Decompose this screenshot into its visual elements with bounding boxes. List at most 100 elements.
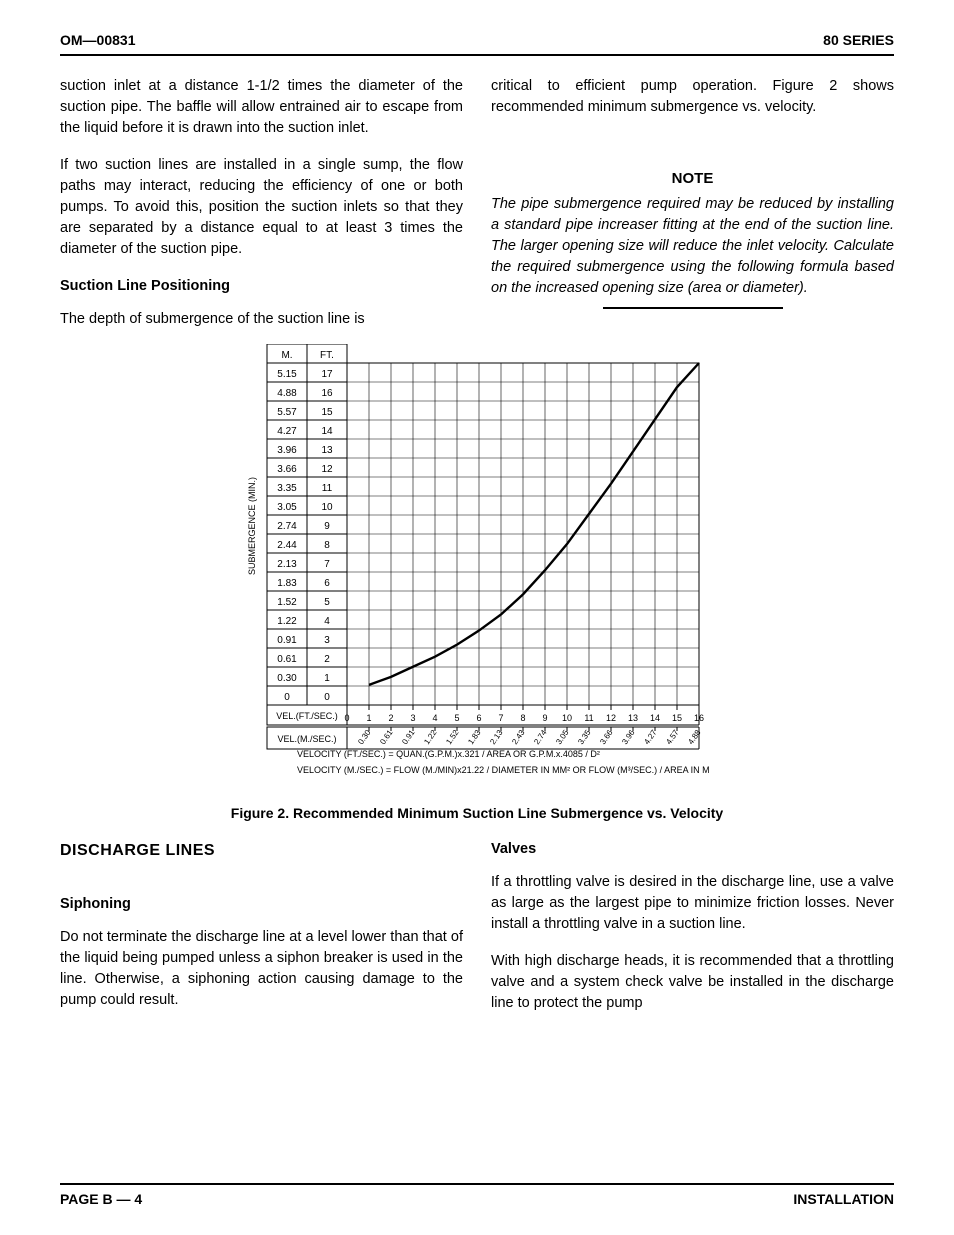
svg-text:3.35: 3.35	[576, 728, 593, 746]
svg-text:SUBMERGENCE (MIN.): SUBMERGENCE (MIN.)	[247, 477, 257, 575]
svg-text:3: 3	[324, 635, 330, 646]
svg-text:5: 5	[454, 713, 459, 723]
spacer	[491, 134, 894, 168]
svg-text:1.22: 1.22	[277, 616, 297, 627]
submergence-vs-velocity-chart: SUBMERGENCE (MIN.)M.FT.5.15174.88165.571…	[245, 344, 709, 795]
svg-text:2.74: 2.74	[277, 521, 297, 532]
svg-text:2.13: 2.13	[488, 728, 505, 746]
svg-text:1.83: 1.83	[277, 578, 297, 589]
svg-text:5.15: 5.15	[277, 369, 297, 380]
svg-text:2.74: 2.74	[532, 728, 549, 746]
svg-text:1: 1	[324, 673, 330, 684]
svg-text:3.66: 3.66	[598, 728, 615, 746]
heading-discharge-lines: DISCHARGE LINES	[60, 839, 463, 862]
svg-text:0: 0	[324, 692, 330, 703]
svg-text:1.22: 1.22	[422, 728, 439, 746]
svg-text:2.43: 2.43	[510, 728, 527, 746]
figure-2: SUBMERGENCE (MIN.)M.FT.5.15174.88165.571…	[60, 344, 894, 821]
svg-text:1.83: 1.83	[466, 728, 483, 746]
lower-columns: DISCHARGE LINES Siphoning Do not termina…	[60, 839, 894, 1029]
svg-text:0.61: 0.61	[378, 728, 395, 746]
svg-text:12: 12	[606, 713, 616, 723]
svg-text:5.57: 5.57	[277, 407, 297, 418]
svg-text:9: 9	[542, 713, 547, 723]
svg-text:10: 10	[321, 502, 333, 513]
svg-text:3.05: 3.05	[277, 502, 297, 513]
svg-text:2: 2	[324, 654, 330, 665]
svg-text:M.: M.	[281, 350, 292, 361]
svg-text:2.13: 2.13	[277, 559, 297, 570]
svg-text:7: 7	[324, 559, 330, 570]
svg-text:1: 1	[366, 713, 371, 723]
svg-text:11: 11	[584, 713, 593, 723]
note-body: The pipe submergence required may be red…	[491, 194, 894, 299]
footer-left: PAGE B — 4	[60, 1191, 142, 1207]
heading-valves: Valves	[491, 839, 894, 860]
svg-text:0.91: 0.91	[400, 728, 417, 746]
svg-text:VEL.(FT./SEC.): VEL.(FT./SEC.)	[276, 711, 338, 721]
para-suction-inlet: suction inlet at a distance 1-1/2 times …	[60, 76, 463, 139]
svg-text:12: 12	[321, 464, 333, 475]
svg-text:6: 6	[476, 713, 481, 723]
svg-text:17: 17	[321, 369, 333, 380]
svg-text:2.44: 2.44	[277, 540, 297, 551]
svg-text:14: 14	[650, 713, 660, 723]
svg-text:VELOCITY (FT./SEC.) = QUAN.(G: VELOCITY (FT./SEC.) = QUAN.(G.P.M.)x.321…	[297, 749, 600, 759]
svg-text:4: 4	[432, 713, 437, 723]
para-throttling-valve: If a throttling valve is desired in the …	[491, 872, 894, 935]
svg-text:0: 0	[284, 692, 290, 703]
svg-text:16: 16	[321, 388, 333, 399]
svg-text:4.88: 4.88	[277, 388, 297, 399]
svg-text:FT.: FT.	[320, 350, 334, 361]
para-siphoning: Do not terminate the discharge line at a…	[60, 927, 463, 1011]
svg-text:13: 13	[628, 713, 638, 723]
footer-right: INSTALLATION	[793, 1191, 894, 1207]
svg-text:3.96: 3.96	[277, 445, 297, 456]
svg-text:0.91: 0.91	[277, 635, 297, 646]
svg-text:0.30: 0.30	[277, 673, 297, 684]
svg-text:15: 15	[321, 407, 333, 418]
svg-text:1.52: 1.52	[277, 597, 297, 608]
heading-suction-line-positioning: Suction Line Positioning	[60, 276, 463, 297]
svg-text:8: 8	[324, 540, 330, 551]
svg-text:4.57: 4.57	[664, 728, 681, 746]
svg-text:10: 10	[562, 713, 572, 723]
svg-text:7: 7	[498, 713, 503, 723]
svg-text:VEL.(M./SEC.): VEL.(M./SEC.)	[277, 734, 336, 744]
svg-text:0.61: 0.61	[277, 654, 297, 665]
page-header: OM—00831 80 SERIES	[60, 32, 894, 56]
svg-text:5: 5	[324, 597, 330, 608]
para-depth-submergence-lead: The depth of submergence of the suction …	[60, 309, 463, 330]
svg-text:6: 6	[324, 578, 330, 589]
svg-text:3.35: 3.35	[277, 483, 297, 494]
heading-siphoning: Siphoning	[60, 894, 463, 915]
svg-text:9: 9	[324, 521, 330, 532]
para-high-discharge-heads: With high discharge heads, it is recomme…	[491, 951, 894, 1014]
svg-text:4.88: 4.88	[686, 728, 703, 746]
svg-text:VELOCITY (M./SEC.) = FLOW (M.: VELOCITY (M./SEC.) = FLOW (M./MIN)x21.22…	[297, 765, 709, 775]
svg-text:0.30: 0.30	[356, 728, 373, 746]
svg-text:4.27: 4.27	[642, 728, 659, 746]
header-right: 80 SERIES	[823, 32, 894, 48]
svg-text:3.66: 3.66	[277, 464, 297, 475]
header-left: OM—00831	[60, 32, 135, 48]
svg-text:15: 15	[672, 713, 682, 723]
svg-text:11: 11	[322, 483, 333, 494]
svg-text:4.27: 4.27	[277, 426, 297, 437]
svg-text:3.05: 3.05	[554, 728, 571, 746]
chart-wrap: SUBMERGENCE (MIN.)M.FT.5.15174.88165.571…	[60, 344, 894, 795]
svg-text:3.96: 3.96	[620, 728, 637, 746]
note-rule	[491, 307, 894, 309]
svg-text:14: 14	[321, 426, 333, 437]
spacer	[60, 876, 463, 894]
svg-text:2: 2	[388, 713, 393, 723]
page-footer: PAGE B — 4 INSTALLATION	[60, 1183, 894, 1207]
para-critical-operation: critical to efficient pump operation. Fi…	[491, 76, 894, 118]
svg-text:0: 0	[344, 713, 349, 723]
svg-text:4: 4	[324, 616, 330, 627]
svg-text:13: 13	[321, 445, 333, 456]
svg-text:8: 8	[520, 713, 525, 723]
para-two-suction-lines: If two suction lines are installed in a …	[60, 155, 463, 260]
note-heading: NOTE	[491, 168, 894, 190]
svg-text:3: 3	[410, 713, 415, 723]
